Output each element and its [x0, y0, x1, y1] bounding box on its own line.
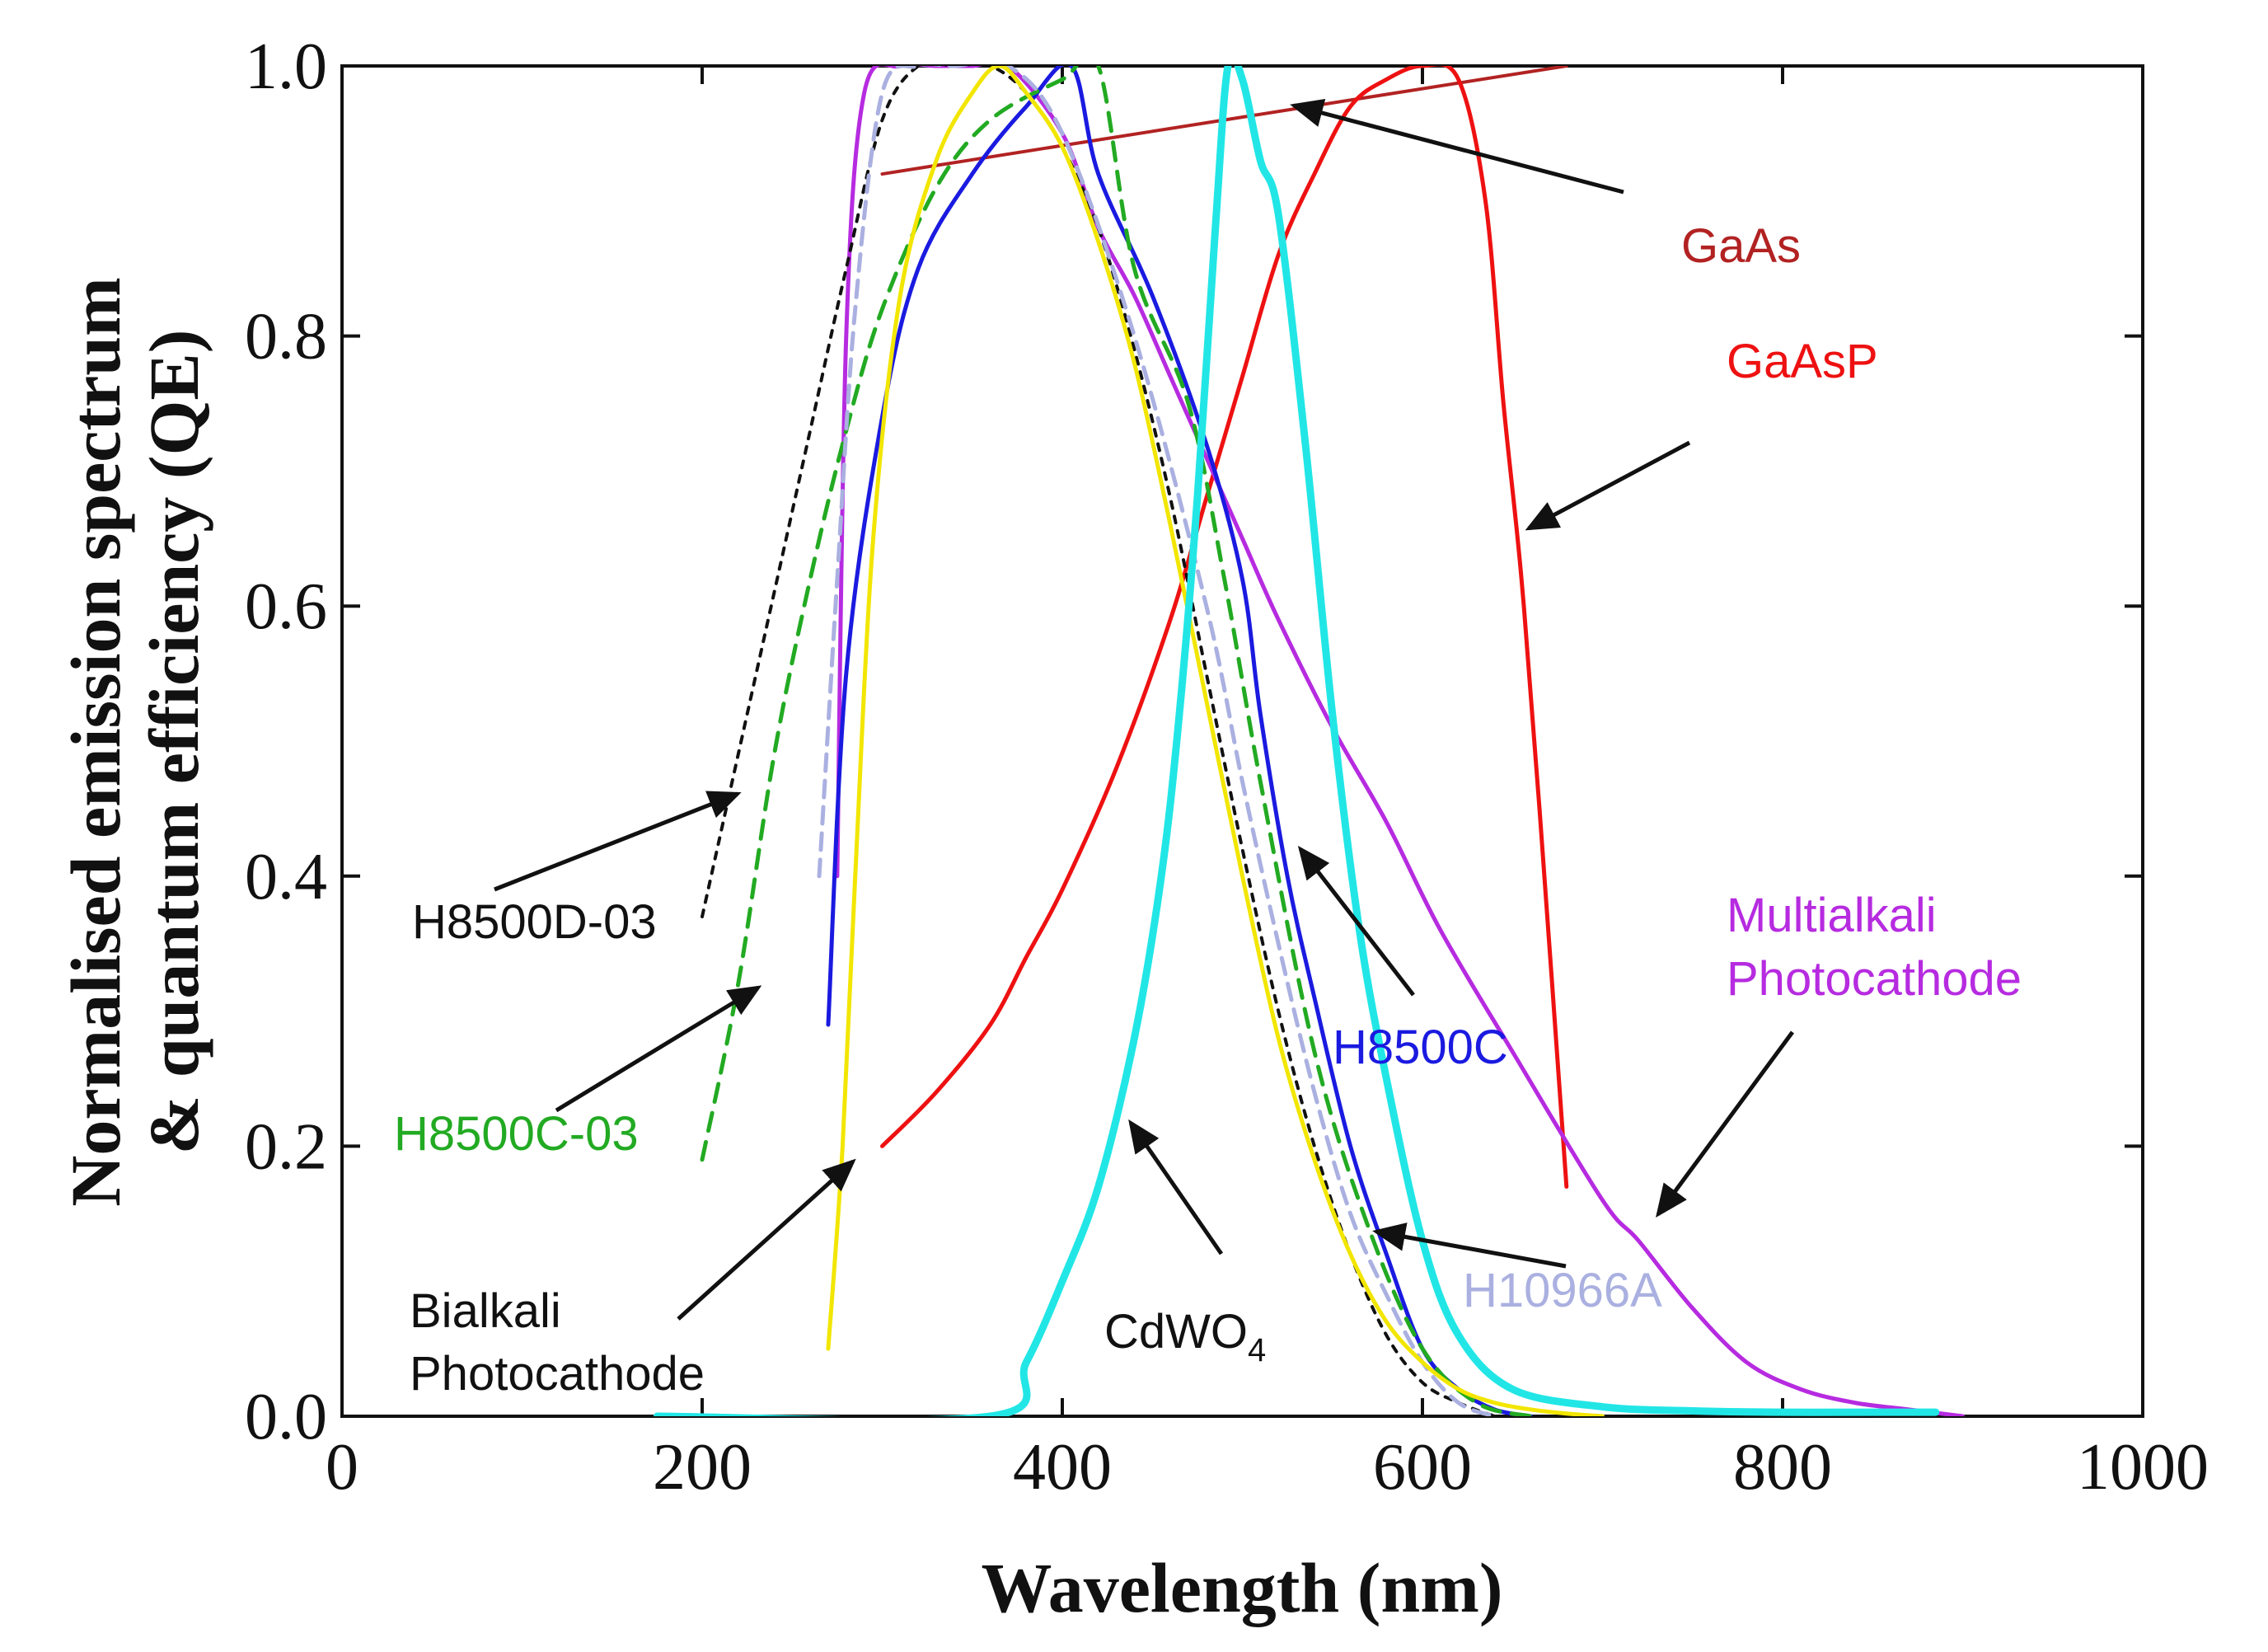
series-cdwo — [653, 66, 1940, 1416]
y-tick-label: 1.0 — [245, 31, 327, 103]
series-h10966a — [817, 66, 1497, 1416]
series-h8500d-03 — [701, 66, 1497, 1416]
label-cdwo: CdWO4 — [1104, 1305, 1266, 1368]
plot-frame — [340, 64, 2144, 1418]
annotation-arrow — [677, 1158, 856, 1321]
series-gaasp — [880, 66, 1569, 1190]
label-photocathode: Photocathode — [1727, 952, 2022, 1006]
label-gaas: GaAs — [1681, 219, 1801, 273]
annotation-arrow — [1372, 1223, 1567, 1269]
label-gaasp: GaAsP — [1727, 335, 1878, 388]
label-photocathode: Photocathode — [410, 1347, 705, 1401]
y-tick-label: 0.4 — [245, 841, 327, 913]
x-tick-label: 800 — [1733, 1431, 1832, 1504]
y-tick-label: 0.8 — [245, 301, 327, 373]
annotation-arrow — [555, 985, 762, 1113]
annotation-arrow — [494, 791, 742, 892]
annotation-arrow — [1290, 98, 1624, 195]
series-multialkali-photocathode — [835, 66, 1965, 1416]
y-tick-label: 0.6 — [245, 570, 327, 643]
annotation-arrows — [494, 98, 1795, 1321]
x-axis-title: Wavelength (nm) — [981, 1548, 1502, 1627]
label-h8500c: H8500C — [1333, 1021, 1508, 1074]
label-multialkali: Multialkali — [1727, 889, 1937, 942]
label-h8500d-03: H8500D-03 — [412, 895, 657, 949]
y-tick-label: 0.2 — [245, 1110, 327, 1183]
label-h8500c-03: H8500C-03 — [394, 1107, 639, 1161]
y-axis-title-line2: & quantum efficiency (QE) — [134, 330, 213, 1155]
x-tick-label: 600 — [1373, 1431, 1472, 1504]
label-h10966a: H10966A — [1463, 1264, 1662, 1317]
y-axis-title-line1: Normalised emission spectrum — [56, 277, 135, 1206]
annotation-arrow — [1128, 1119, 1224, 1255]
annotation-arrow — [1525, 440, 1691, 531]
axes: 0 200 400 600 800 1000 0.0 0.2 0.4 0.6 0.8 1.0 — [245, 31, 2209, 1504]
series-bialkali-photocathode — [826, 66, 1605, 1416]
annotation-arrow — [1297, 846, 1415, 997]
y-tick-label: 0.0 — [245, 1381, 327, 1453]
x-tick-label: 1000 — [2077, 1431, 2209, 1504]
x-tick-label: 400 — [1013, 1431, 1112, 1504]
annotation-arrow — [1656, 1030, 1795, 1218]
series-h8500c-03 — [700, 66, 1533, 1416]
x-tick-label: 0 — [326, 1431, 358, 1504]
x-tick-label: 200 — [653, 1431, 752, 1504]
series-labels: GaAs GaAsP Multialkali Photocathode H8500C H8… — [394, 219, 2022, 1401]
label-bialkali: Bialkali — [410, 1284, 561, 1338]
